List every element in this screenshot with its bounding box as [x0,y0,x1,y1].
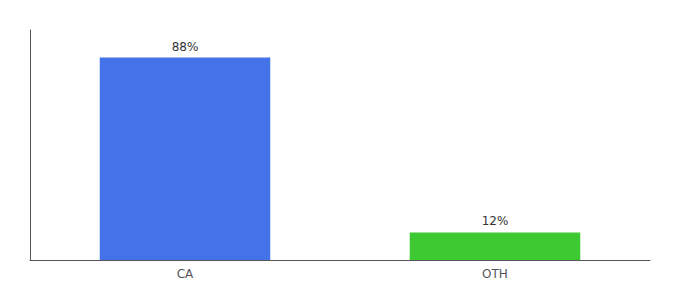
svg-text:12%: 12% [482,214,509,228]
svg-text:CA: CA [177,267,194,281]
svg-text:OTH: OTH [482,267,508,281]
svg-text:88%: 88% [172,40,199,54]
